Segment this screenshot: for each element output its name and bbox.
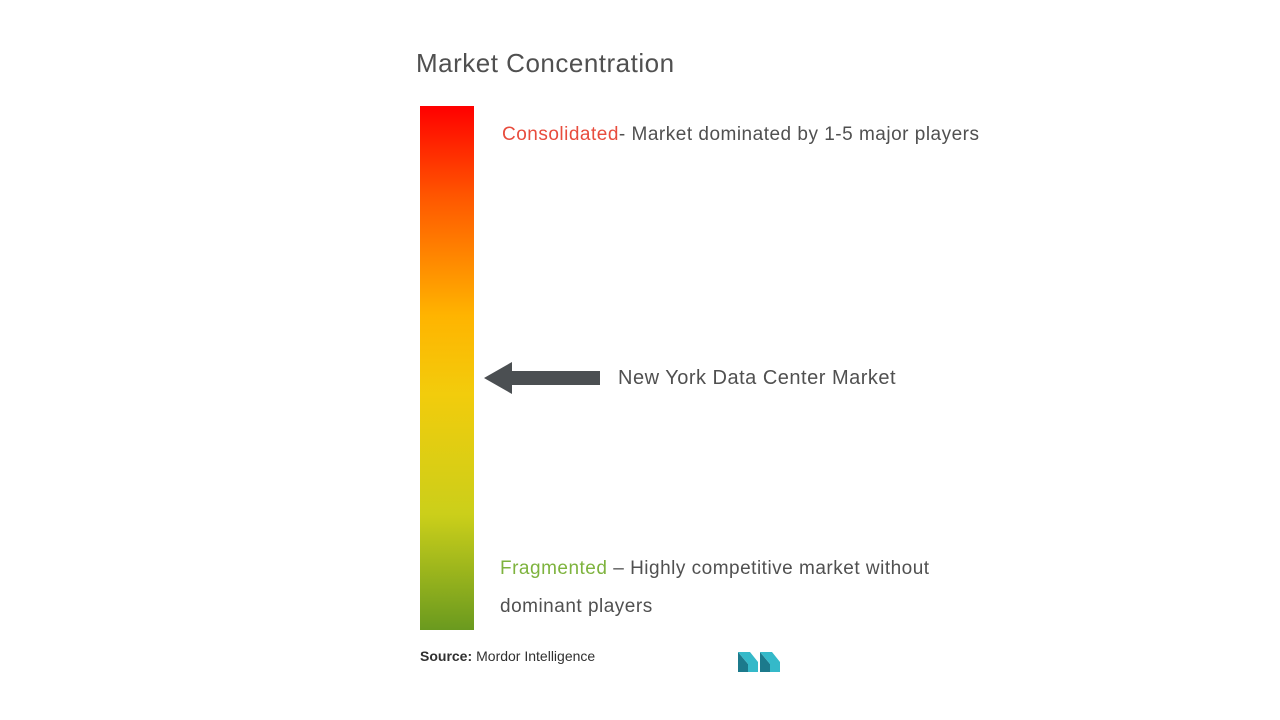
market-indicator: New York Data Center Market — [484, 360, 896, 396]
market-indicator-label: New York Data Center Market — [618, 367, 896, 390]
fragmented-label: Fragmented – Highly competitive market w… — [500, 550, 1010, 626]
source-key: Source: — [420, 648, 472, 664]
source-value: Mordor Intelligence — [476, 648, 595, 664]
mordor-logo-icon — [736, 646, 786, 674]
fragmented-key: Fragmented — [500, 558, 607, 579]
chart-title: Market Concentration — [416, 48, 675, 79]
arrow-left-icon — [484, 360, 600, 396]
consolidated-key: Consolidated — [502, 124, 619, 145]
consolidated-desc: - Market dominated by 1-5 major players — [619, 124, 980, 145]
source-attribution: Source: Mordor Intelligence — [420, 648, 595, 664]
consolidated-label: Consolidated- Market dominated by 1-5 ma… — [502, 116, 1002, 154]
concentration-gradient-bar — [420, 106, 474, 630]
